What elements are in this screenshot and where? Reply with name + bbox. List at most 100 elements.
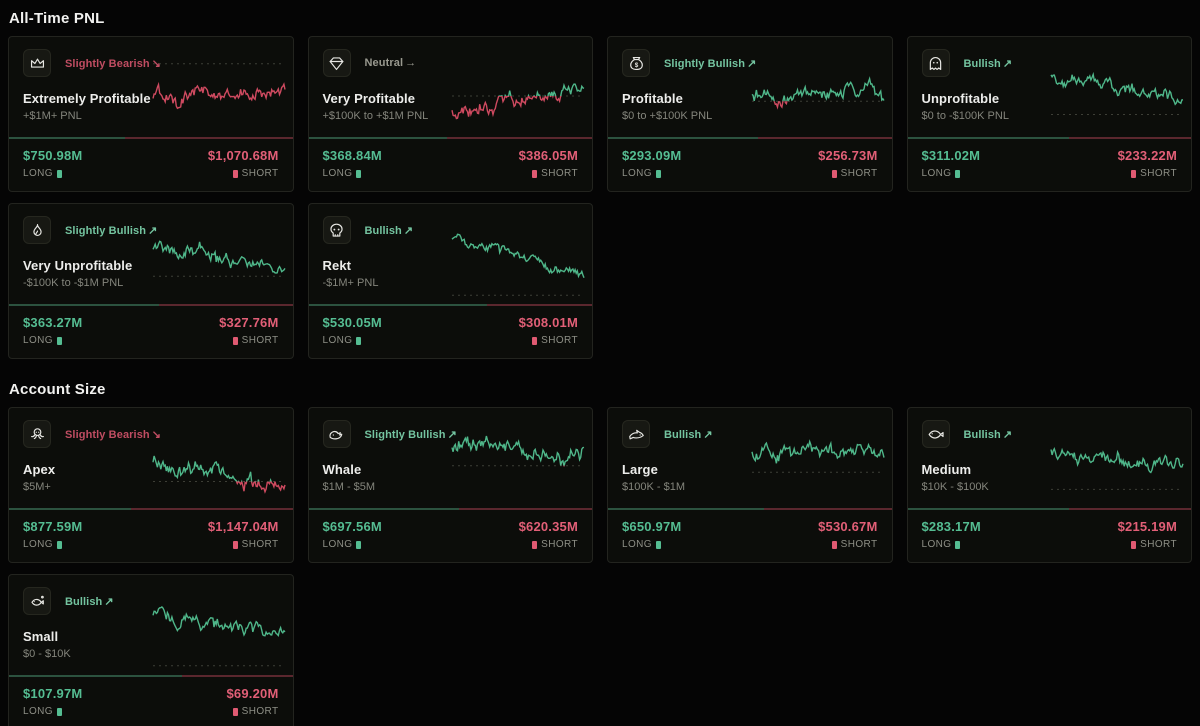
category-range: +$100K to +$1M PNL (322, 110, 429, 122)
stat-card[interactable]: Slightly Bearish ↘ Extremely Profitable +… (8, 36, 294, 192)
category-range: -$1M+ PNL (322, 277, 379, 289)
short-label-text: SHORT (241, 335, 279, 346)
long-short-ratio-bar (9, 137, 293, 139)
long-short-ratio-bar (9, 508, 293, 510)
pnl-sparkline (151, 455, 286, 494)
long-label-text: LONG (322, 168, 353, 179)
pnl-sparkline (1050, 446, 1184, 490)
stat-card[interactable]: Bullish ↗ Unprofitable $0 to -$100K PNL $… (906, 36, 1192, 192)
long-short-ratio-bar (608, 137, 892, 139)
card-head: Slightly Bullish ↗ (322, 420, 579, 448)
category-range: $100K - $1M (622, 481, 685, 493)
long-value: $293.09M (622, 148, 682, 163)
card-stats: $697.56M LONG $620.35M SHORT (309, 510, 593, 562)
short-marker-icon (831, 540, 837, 549)
short-label-text: SHORT (1140, 168, 1177, 179)
card-head: Bullish ↗ (921, 420, 1178, 448)
trend-arrow-icon: ↗ (403, 224, 414, 237)
long-ratio-segment (907, 508, 1070, 510)
pnl-sparkline (750, 439, 885, 473)
category-name: Small (23, 629, 59, 644)
whale-icon (322, 420, 351, 448)
card-head: Bullish ↗ (921, 49, 1178, 77)
long-ratio-segment (9, 137, 126, 139)
stat-card[interactable]: Bullish ↗ Rekt -$1M+ PNL $530.05M LONG $3… (307, 203, 593, 359)
category-range: $0 to -$100K PNL (921, 110, 1009, 122)
card-stats: $283.17M LONG $215.19M SHORT (908, 510, 1192, 562)
long-stat: $877.59M LONG (23, 519, 82, 550)
card-top: Slightly Bullish ↗ Whale $1M - $5M (309, 408, 593, 508)
pnl-sparkline (451, 233, 585, 296)
pnl-sparkline (1050, 71, 1184, 115)
short-label: SHORT (208, 539, 279, 550)
stat-card[interactable]: Neutral → Very Profitable +$100K to +$1M … (307, 36, 593, 192)
long-value: $283.17M (921, 519, 981, 534)
sentiment-label: Bullish ↗ (964, 57, 1013, 70)
sentiment-label: Bullish ↗ (365, 224, 414, 237)
category-range: $0 to +$100K PNL (622, 110, 713, 122)
long-label: LONG (622, 539, 681, 550)
sentiment-label: Neutral → (365, 57, 417, 69)
card-top: Bullish ↗ Rekt -$1M+ PNL (309, 204, 593, 304)
short-label-text: SHORT (241, 168, 279, 179)
long-value: $877.59M (23, 519, 83, 534)
pnl-sparkline (451, 435, 585, 467)
short-stat: $620.35M SHORT (519, 519, 578, 550)
stat-card[interactable]: Bullish ↗ Medium $10K - $100K $283.17M LO… (906, 407, 1192, 563)
long-label-text: LONG (23, 335, 53, 346)
long-marker-icon (356, 169, 362, 178)
long-label-text: LONG (23, 539, 53, 550)
card-stats: $530.05M LONG $308.01M SHORT (309, 306, 593, 358)
short-value: $327.76M (219, 315, 279, 330)
long-short-ratio-bar (608, 508, 892, 510)
sentiment-label: Slightly Bearish ↘ (65, 57, 161, 70)
short-ratio-segment (763, 508, 892, 510)
category-name: Rekt (322, 258, 352, 273)
stat-card[interactable]: $ Slightly Bullish ↗ Profitable $0 to +$1… (607, 36, 893, 192)
stat-card[interactable]: Slightly Bearish ↘ Apex $5M+ $877.59M LON… (8, 407, 294, 563)
long-short-ratio-bar (907, 137, 1191, 139)
ghost-icon (921, 49, 950, 77)
stat-card[interactable]: Bullish ↗ Large $100K - $1M $650.97M LONG… (607, 407, 893, 563)
sentiment-text: Neutral (364, 57, 404, 69)
short-label: SHORT (818, 168, 877, 179)
card-head: Bullish ↗ (23, 587, 279, 615)
long-label-text: LONG (622, 168, 652, 179)
short-stat: $233.22M SHORT (1118, 148, 1177, 179)
card-stats: $650.97M LONG $530.67M SHORT (608, 510, 892, 562)
card-stats: $107.97M LONG $69.20M SHORT (9, 677, 293, 726)
small-fish-icon (23, 587, 51, 615)
short-marker-icon (232, 707, 238, 716)
long-label-text: LONG (23, 706, 53, 717)
long-value: $650.97M (622, 519, 682, 534)
stat-card[interactable]: Bullish ↗ Small $0 - $10K $107.97M LONG $… (8, 574, 294, 726)
stat-card[interactable]: Slightly Bullish ↗ Very Unprofitable -$10… (8, 203, 294, 359)
card-head: Slightly Bearish ↘ (23, 49, 279, 77)
category-name: Unprofitable (921, 91, 1000, 106)
pnl-sparkline (451, 82, 585, 120)
section-account-size: Account Size Slightly Bearish ↘ Apex $5M+… (8, 381, 1192, 726)
card-stats: $750.98M LONG $1,070.68M SHORT (9, 139, 293, 191)
short-marker-icon (1131, 540, 1137, 549)
short-label-text: SHORT (241, 539, 279, 550)
short-marker-icon (232, 169, 238, 178)
card-top: Neutral → Very Profitable +$100K to +$1M … (309, 37, 593, 137)
long-stat: $363.27M LONG (23, 315, 82, 346)
stat-card[interactable]: Slightly Bullish ↗ Whale $1M - $5M $697.5… (307, 407, 593, 563)
long-short-ratio-bar (9, 675, 293, 677)
short-label-text: SHORT (241, 706, 279, 717)
category-name: Profitable (622, 91, 683, 106)
long-stat: $283.17M LONG (922, 519, 981, 550)
short-marker-icon (831, 169, 837, 178)
trend-arrow-icon: ↗ (747, 57, 757, 70)
short-stat: $386.05M SHORT (519, 148, 578, 179)
short-value: $386.05M (518, 148, 578, 163)
long-stat: $697.56M LONG (323, 519, 382, 550)
card-stats: $293.09M LONG $256.73M SHORT (608, 139, 892, 191)
short-label: SHORT (519, 539, 578, 550)
long-ratio-segment (907, 137, 1070, 139)
card-top: Bullish ↗ Large $100K - $1M (608, 408, 892, 508)
octopus-icon (23, 420, 51, 448)
sentiment-label: Slightly Bullish ↗ (365, 428, 457, 441)
trend-arrow-icon: ↗ (1002, 57, 1013, 70)
